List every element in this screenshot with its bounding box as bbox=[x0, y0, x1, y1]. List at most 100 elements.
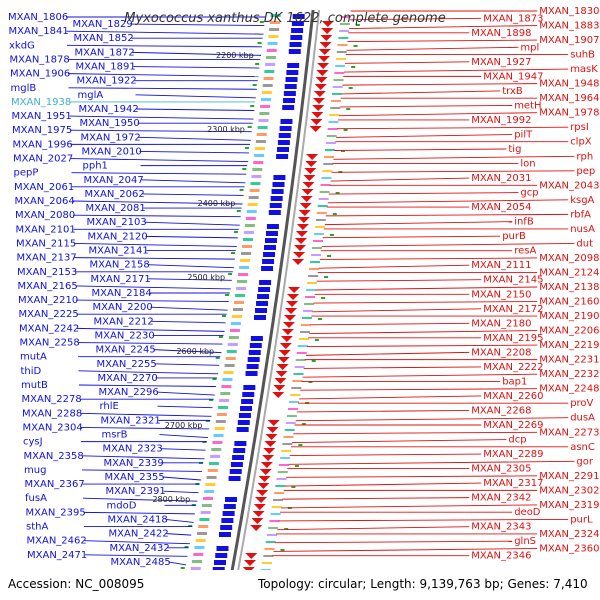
feature-strip bbox=[301, 317, 312, 319]
right-leader-line bbox=[344, 61, 470, 64]
right-gene-label: MXAN_1883 bbox=[539, 21, 599, 32]
left-gene-label: pepP bbox=[14, 168, 39, 179]
right-gene-label: bap1 bbox=[502, 376, 527, 387]
right-gene-block bbox=[311, 112, 324, 118]
green-mark bbox=[280, 549, 285, 551]
right-gene-label: MXAN_2219 bbox=[539, 340, 599, 351]
feature-strip bbox=[299, 331, 310, 333]
green-mark bbox=[180, 567, 185, 569]
right-gene-block bbox=[258, 476, 271, 482]
left-gene-label: mglB bbox=[11, 83, 37, 94]
right-leader-line bbox=[303, 366, 482, 369]
left-gene-label: MXAN_2171 bbox=[91, 274, 151, 285]
right-gene-label: MXAN_2150 bbox=[471, 289, 531, 300]
left-leader-line bbox=[163, 490, 199, 494]
left-leader-line bbox=[151, 320, 226, 324]
left-leader-line bbox=[139, 151, 250, 154]
feature-strip bbox=[204, 490, 215, 493]
green-mark bbox=[231, 252, 236, 254]
left-leader-line bbox=[78, 370, 219, 375]
feature-strip bbox=[243, 231, 254, 234]
green-mark bbox=[341, 150, 346, 152]
map-title: Myxococcus xanthus DK 1622, complete gen… bbox=[124, 11, 445, 26]
feature-strip bbox=[235, 294, 246, 297]
left-gene-block bbox=[246, 364, 259, 369]
right-leader-line bbox=[296, 410, 470, 413]
feature-strip bbox=[325, 149, 336, 151]
right-gene-block bbox=[299, 203, 312, 209]
left-leader-line bbox=[76, 327, 225, 332]
left-gene-block bbox=[283, 98, 296, 103]
feature-strip bbox=[262, 562, 273, 564]
left-gene-block bbox=[286, 70, 299, 75]
right-leader-line bbox=[334, 148, 507, 151]
kbp-tick-label: 2500 kbp bbox=[187, 273, 225, 282]
feature-strip bbox=[289, 401, 300, 403]
feature-strip bbox=[268, 35, 279, 38]
left-gene-label: MXAN_2355 bbox=[105, 472, 165, 483]
left-gene-block bbox=[264, 245, 277, 250]
green-mark bbox=[247, 126, 252, 128]
left-gene-label: MXAN_1922 bbox=[77, 76, 137, 87]
green-mark bbox=[311, 360, 316, 362]
left-gene-block bbox=[240, 406, 253, 411]
left-gene-block bbox=[265, 231, 278, 236]
left-gene-label: MXAN_2288 bbox=[22, 408, 82, 419]
left-leader-line bbox=[150, 306, 228, 311]
right-leader-line bbox=[299, 395, 482, 400]
left-gene-label: MXAN_2137 bbox=[17, 253, 77, 264]
right-gene-label: MXAN_2342 bbox=[471, 493, 531, 504]
right-leader-line bbox=[341, 90, 501, 95]
right-leader-line bbox=[273, 548, 538, 552]
left-gene-block bbox=[273, 175, 286, 180]
left-leader-line bbox=[156, 391, 215, 396]
left-gene-label: mug bbox=[24, 465, 46, 476]
left-gene-block bbox=[258, 287, 271, 292]
feature-strip bbox=[253, 161, 264, 164]
left-gene-block bbox=[266, 224, 279, 229]
left-gene-label: MXAN_2064 bbox=[15, 196, 75, 207]
left-leader-line bbox=[160, 448, 206, 451]
left-gene-block bbox=[288, 49, 301, 54]
feature-strip bbox=[285, 422, 296, 424]
right-gene-block bbox=[281, 329, 294, 335]
right-gene-label: MXAN_1873 bbox=[483, 13, 543, 24]
right-gene-label: MXAN_2206 bbox=[539, 326, 599, 337]
right-gene-block bbox=[310, 119, 323, 125]
left-gene-label: MXAN_2391 bbox=[106, 486, 166, 497]
right-leader-line bbox=[313, 301, 538, 304]
feature-strip bbox=[265, 541, 276, 543]
left-leader-line bbox=[141, 179, 246, 184]
left-gene-label: MXAN_2321 bbox=[101, 415, 161, 426]
feature-strip bbox=[262, 84, 273, 87]
right-gene-block bbox=[314, 84, 327, 90]
feature-strip bbox=[283, 436, 294, 438]
right-gene-block bbox=[292, 259, 305, 265]
feature-strip bbox=[335, 58, 346, 60]
genome-map-body bbox=[176, 9, 360, 600]
feature-strip bbox=[323, 163, 334, 165]
left-label-lines bbox=[66, 16, 265, 566]
left-gene-block bbox=[230, 462, 243, 467]
feature-strip bbox=[337, 44, 348, 46]
right-leader-line bbox=[344, 68, 569, 73]
green-mark bbox=[294, 465, 299, 467]
green-mark bbox=[255, 63, 260, 65]
right-gene-label: tig bbox=[508, 144, 521, 155]
feature-strip bbox=[312, 240, 323, 242]
green-mark bbox=[324, 276, 329, 278]
feature-strip bbox=[304, 303, 315, 305]
left-gene-label: pph1 bbox=[83, 161, 108, 172]
left-leader-line bbox=[69, 115, 254, 120]
right-gene-block bbox=[318, 49, 331, 55]
right-gene-label: dusA bbox=[570, 413, 595, 424]
feature-strip bbox=[201, 504, 212, 507]
left-gene-block bbox=[277, 140, 290, 145]
feature-strip bbox=[237, 280, 248, 283]
left-leader-line bbox=[84, 540, 190, 545]
left-gene-block bbox=[280, 119, 293, 124]
right-leader-line bbox=[347, 39, 538, 43]
right-leader-line bbox=[284, 482, 482, 487]
kbp-tick-label: 2700 kbp bbox=[165, 421, 203, 430]
left-gene-label: MXAN_2081 bbox=[86, 203, 146, 214]
